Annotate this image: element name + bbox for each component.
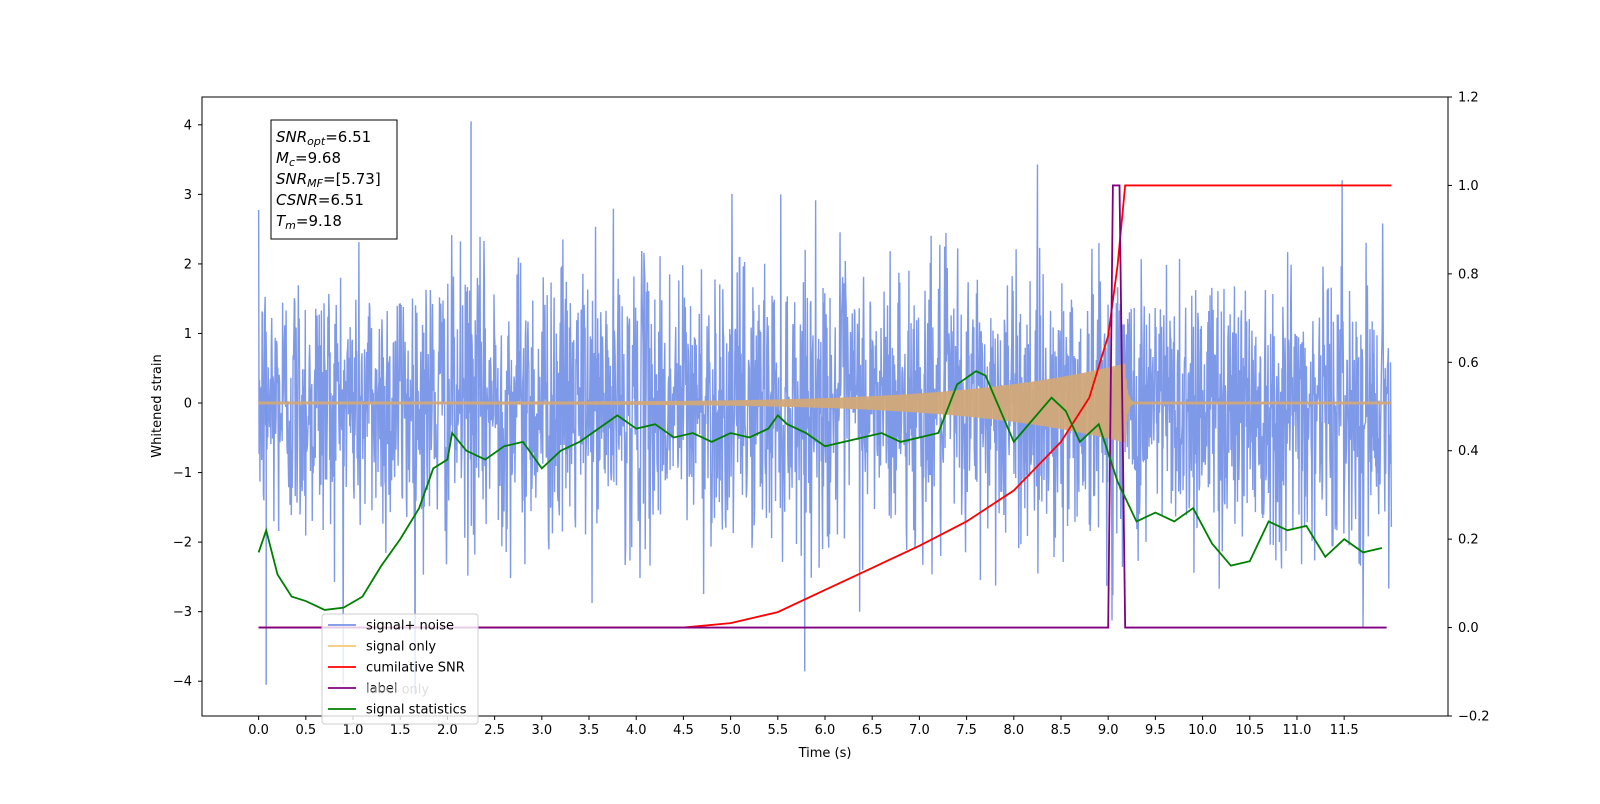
annotation-line: Mc=9.68 xyxy=(276,149,341,169)
y-tick-label: 1 xyxy=(184,327,192,342)
y-axis-label: Whitened strain xyxy=(150,354,165,457)
y-axis-right: 1.2 1.0 0.8 0.6 0.4 0.2 0.0 −0.2 xyxy=(1448,91,1490,725)
x-tick-label: 7.5 xyxy=(956,723,977,738)
legend-label: cumilative SNR xyxy=(366,661,465,676)
y2-tick-label: −0.2 xyxy=(1458,710,1490,725)
series-line xyxy=(257,370,1383,611)
x-axis-label: Time (s) xyxy=(798,746,852,761)
legend-label-faint: label only xyxy=(366,683,429,698)
x-tick-label: 1.0 xyxy=(343,723,364,738)
y-tick-label: −4 xyxy=(173,675,192,690)
x-tick-label: 3.0 xyxy=(531,723,552,738)
x-axis: 0.0 0.5 1.0 1.5 2.0 2.5 3.0 3.5 4.0 4.5 5.0 5.5 6.0 6… xyxy=(248,716,1359,738)
annotation-line: CSNR=6.51 xyxy=(276,191,364,209)
y-tick-label: −3 xyxy=(173,605,192,620)
x-tick-label: 1.5 xyxy=(390,723,411,738)
series-line xyxy=(258,363,1392,443)
legend-label: signal+ noise xyxy=(366,619,454,634)
x-tick-label: 9.0 xyxy=(1098,723,1119,738)
legend-label: signal statistics xyxy=(366,703,467,718)
annotation-frame xyxy=(270,119,398,240)
x-tick-label: 4.5 xyxy=(673,723,694,738)
y2-tick-label: 0.2 xyxy=(1458,533,1479,548)
x-tick-label: 6.0 xyxy=(815,723,836,738)
x-tick-label: 11.5 xyxy=(1330,723,1359,738)
x-tick-label: 8.0 xyxy=(1003,723,1024,738)
legend-label: label xyxy=(366,682,397,697)
x-tick-label: 4.0 xyxy=(626,723,647,738)
y-tick-label: −2 xyxy=(173,536,192,551)
y-tick-label: 4 xyxy=(184,118,192,133)
y-tick-label: 2 xyxy=(184,257,192,272)
annotation-line: SNRMF=[5.73] xyxy=(276,170,381,190)
y2-tick-label: 1.0 xyxy=(1458,179,1479,194)
x-tick-label: 3.5 xyxy=(579,723,600,738)
x-tick-label: 2.5 xyxy=(484,723,505,738)
x-tick-label: 10.0 xyxy=(1188,723,1217,738)
y2-tick-label: 0.0 xyxy=(1458,621,1479,636)
x-tick-label: 2.0 xyxy=(437,723,458,738)
legend-label: signal only xyxy=(366,640,436,655)
x-tick-label: 5.0 xyxy=(720,723,741,738)
y-tick-label: −1 xyxy=(173,466,192,481)
series-line xyxy=(258,184,1392,629)
x-tick-label: 0.5 xyxy=(295,723,316,738)
x-tick-label: 7.0 xyxy=(909,723,930,738)
series-line xyxy=(257,164,1393,695)
x-tick-label: 5.5 xyxy=(767,723,788,738)
plot-area xyxy=(257,121,1393,695)
x-tick-label: 11.0 xyxy=(1282,723,1311,738)
y2-tick-label: 0.4 xyxy=(1458,444,1479,459)
y-axis-left: 4 3 2 1 0 −1 −2 −3 −4 xyxy=(173,118,202,690)
y-tick-label: 0 xyxy=(184,397,192,412)
x-tick-label: 6.5 xyxy=(862,723,883,738)
x-tick-label: 0.0 xyxy=(248,723,269,738)
legend: signal+ noise signal only cumilative SNR la… xyxy=(321,613,479,725)
series-line xyxy=(258,184,1387,629)
annotation-line: SNRopt=6.51 xyxy=(276,128,371,148)
annotation-line: Tm=9.18 xyxy=(276,212,342,232)
y2-tick-label: 0.8 xyxy=(1458,267,1479,282)
x-tick-label: 9.5 xyxy=(1145,723,1166,738)
x-tick-label: 8.5 xyxy=(1051,723,1072,738)
x-tick-label: 10.5 xyxy=(1235,723,1264,738)
y2-tick-label: 0.6 xyxy=(1458,356,1479,371)
legend-frame xyxy=(321,613,479,725)
y2-tick-label: 1.2 xyxy=(1458,91,1479,106)
y-tick-label: 3 xyxy=(184,188,192,203)
